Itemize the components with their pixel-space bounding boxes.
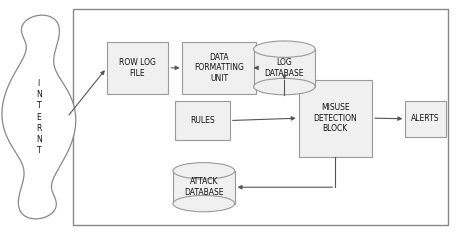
Bar [175, 101, 230, 140]
Bar [182, 42, 256, 94]
Text: MISUSE
DETECTION
BLOCK: MISUSE DETECTION BLOCK [313, 103, 357, 133]
Bar [107, 42, 168, 94]
Ellipse shape [173, 195, 235, 212]
Ellipse shape [254, 78, 315, 95]
Text: ALERTS: ALERTS [411, 114, 440, 123]
Text: ATTACK
DATABASE: ATTACK DATABASE [184, 178, 224, 197]
Ellipse shape [173, 163, 235, 179]
Bar [405, 101, 446, 137]
Text: DATA
FORMATTING
UNIT: DATA FORMATTING UNIT [194, 53, 244, 83]
Bar [73, 9, 448, 225]
Bar [173, 171, 235, 204]
Text: I
N
T
E
R
N
T: I N T E R N T [36, 79, 42, 155]
Text: LOG
DATABASE: LOG DATABASE [264, 58, 304, 77]
Bar [299, 80, 372, 157]
Bar [254, 49, 315, 87]
Text: RULES: RULES [191, 116, 215, 125]
Text: ROW LOG
FILE: ROW LOG FILE [119, 58, 156, 77]
Ellipse shape [254, 41, 315, 57]
Polygon shape [2, 15, 76, 219]
